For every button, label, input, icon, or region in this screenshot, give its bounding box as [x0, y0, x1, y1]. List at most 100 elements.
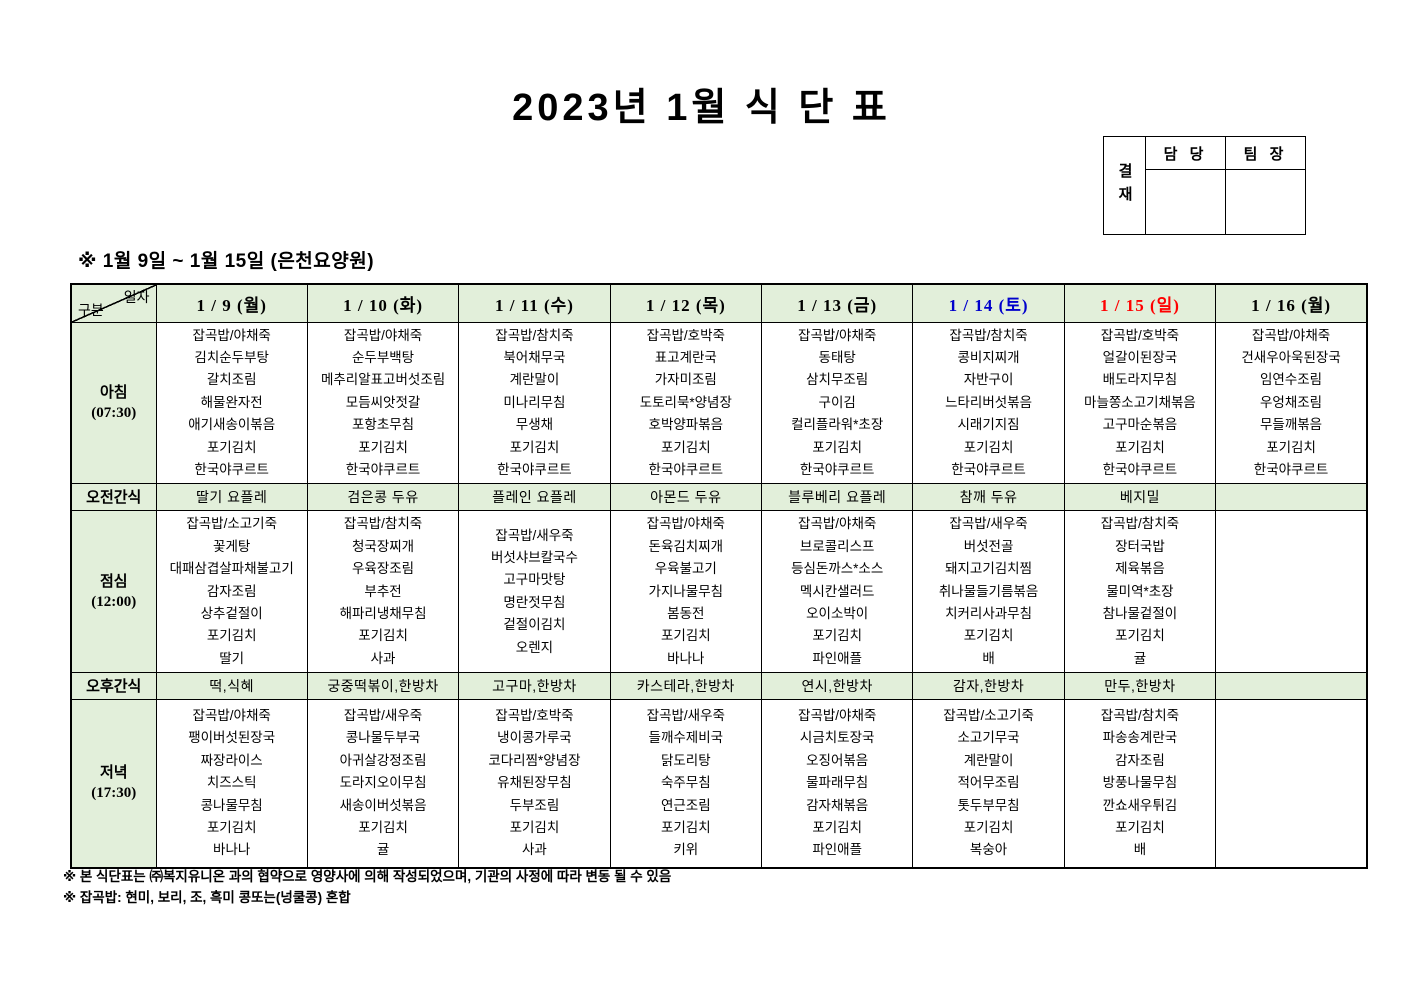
date-header: 1 / 15 (일): [1063, 283, 1217, 323]
meal-cell: 잡곡밥/야채죽 브로콜리스프 등심돈까스*소스 멕시칸샐러드 오이소박이 포기김치 파인애플: [760, 510, 914, 674]
menu-item: 시금치토장국: [799, 730, 875, 746]
table-row: 오후간식 떡,식혜 궁중떡볶이,한방차 고구마,한방차 카스테라,한방차 연시,한방차 감자…: [70, 672, 1368, 701]
menu-item: 오징어볶음: [806, 752, 869, 768]
menu-item: 잡곡밥/새우죽: [949, 516, 1028, 532]
meal-cell: 잡곡밥/참치죽 장터국밥 제육볶음 물미역*초장 참나물겉절이 포기김치 귤: [1063, 510, 1217, 674]
menu-item: 잡곡밥/새우죽: [646, 708, 725, 724]
menu-item: 가지나물무침: [648, 583, 724, 599]
page-title: 2023년 1월 식 단 표: [512, 87, 891, 129]
corner-cell: 일자 구분: [70, 283, 157, 323]
menu-item: 바나나: [667, 650, 705, 666]
menu-item: 한국야쿠르트: [497, 461, 572, 477]
menu-item: 콩나물무침: [200, 797, 263, 813]
menu-item: 냉이콩가루국: [497, 730, 572, 746]
approval-col-teamjang: 팀 장: [1225, 136, 1306, 170]
meal-cell: 잡곡밥/참치죽 청국장찌개 우육장조림 부추전 해파리냉채무침 포기김치 사과: [306, 510, 460, 674]
menu-item: 잡곡밥/호박죽: [495, 708, 574, 724]
menu-item: 포기김치: [812, 628, 863, 644]
menu-item: 짜장라이스: [200, 752, 263, 768]
menu-item: 시래기지짐: [957, 417, 1020, 433]
menu-item: 포기김치: [206, 820, 257, 836]
menu-item: 소고기무국: [957, 730, 1020, 746]
menu-item: 느타리버섯볶음: [945, 394, 1033, 410]
menu-item: 포기김치: [1266, 439, 1316, 455]
menu-item: 잡곡밥/참치죽: [495, 327, 574, 343]
menu-item: 브로콜리스프: [799, 538, 875, 554]
menu-item: 잡곡밥/야채죽: [343, 327, 423, 343]
row-label-time: (07:30): [91, 404, 137, 421]
row-label-text: 저녁: [99, 764, 128, 782]
menu-item: 톳두부무침: [957, 797, 1020, 813]
table-row: 오전간식 딸기 요플레 검은콩 두유 플레인 요플레 아몬드 두유 블루베리 요플레 참깨 …: [70, 483, 1368, 512]
menu-item: 메추리알표고버섯조림: [320, 372, 446, 388]
menu-item: 복숭아: [969, 842, 1008, 858]
menu-item: 감자조림: [1115, 752, 1165, 768]
row-label: 아침 (07:30): [70, 321, 157, 485]
menu-item: 건새우아욱된장국: [1241, 349, 1341, 365]
snack-cell: [1215, 483, 1368, 512]
menu-item: 김치순두부탕: [194, 349, 269, 365]
date-header: 1 / 13 (금): [760, 283, 914, 323]
menu-item: 표고계란국: [654, 349, 717, 365]
table-row: 아침 (07:30) 잡곡밥/야채죽 김치순두부탕 갈치조림 해물완자전 애기새송이볶음 포기…: [70, 321, 1368, 485]
menu-item: 버섯샤브칼국수: [490, 549, 578, 565]
menu-item: 잡곡밥/참치죽: [949, 327, 1028, 343]
snack-cell: 검은콩 두유: [306, 483, 460, 512]
menu-table: 일자 구분 1 / 9 (월) 1 / 10 (화) 1 / 11 (수) 1 / 12 …: [70, 283, 1368, 869]
menu-item: 한국야쿠르트: [648, 461, 724, 477]
menu-item: 포기김치: [358, 820, 408, 836]
table-row: 저녁 (17:30) 잡곡밥/야채죽 팽이버섯된장국 짜장라이스 치즈스틱 콩나물무침 포기김…: [70, 699, 1368, 869]
snack-cell: 만두,한방차: [1063, 672, 1217, 701]
header-row: 일자 구분 1 / 9 (월) 1 / 10 (화) 1 / 11 (수) 1 / 12 …: [70, 283, 1368, 323]
menu-item: 물파래무침: [806, 775, 869, 791]
menu-item: 포항초무침: [352, 417, 415, 433]
row-label: 오전간식: [70, 483, 157, 512]
menu-item: 포기김치: [509, 439, 560, 455]
meal-cell: 잡곡밥/새우죽 콩나물두부국 아귀살강정조림 도라지오이무침 새송이버섯볶음 포기김치 귤: [306, 699, 460, 869]
menu-item: 들깨수제비국: [648, 730, 724, 746]
menu-item: 파인애플: [812, 650, 863, 666]
meal-cell: 잡곡밥/참치죽 북어채무국 계란말이 미나리무침 무생채 포기김치 한국야쿠르트: [458, 321, 611, 485]
menu-item: 애기새송이볶음: [188, 417, 276, 433]
date-header: 1 / 12 (목): [609, 283, 763, 323]
menu-item: 포기김치: [963, 820, 1014, 836]
menu-item: 얼갈이된장국: [1102, 349, 1178, 365]
row-label-time: (12:00): [91, 593, 137, 610]
meal-cell: 잡곡밥/호박죽 얼갈이된장국 배도라지무침 마늘쫑소고기채볶음 고구마순볶음 포기김치 한국…: [1063, 321, 1217, 485]
snack-cell: 궁중떡볶이,한방차: [306, 672, 460, 701]
menu-item: 포기김치: [206, 439, 257, 455]
menu-item: 삼치무조림: [806, 372, 869, 388]
menu-item: 고구마맛탕: [503, 572, 566, 588]
meal-cell: 잡곡밥/새우죽 버섯샤브칼국수 고구마맛탕 명란젓무침 겉절이김치 오렌지: [458, 510, 611, 674]
meal-cell: 잡곡밥/야채죽 김치순두부탕 갈치조림 해물완자전 애기새송이볶음 포기김치 한국야쿠르트: [155, 321, 308, 485]
menu-item: 치커리사과무침: [945, 605, 1033, 621]
menu-item: 적어무조림: [957, 775, 1020, 791]
menu-item: 우육불고기: [654, 561, 717, 577]
menu-item: 새송이버섯볶음: [339, 797, 427, 813]
row-label: 저녁 (17:30): [70, 699, 157, 869]
meal-cell: 잡곡밥/참치죽 파송송계란국 감자조림 방풍나물무침 깐쇼새우튀김 포기김치 배: [1063, 699, 1217, 869]
date-header: 1 / 10 (화): [306, 283, 460, 323]
snack-cell: 플레인 요플레: [458, 483, 611, 512]
menu-item: 잡곡밥/야채죽: [798, 708, 877, 724]
row-label-text: 오후간식: [86, 677, 142, 695]
row-label: 오후간식: [70, 672, 157, 701]
menu-item: 연근조림: [660, 797, 711, 813]
meal-cell: [1215, 510, 1368, 674]
menu-item: 포기김치: [812, 820, 863, 836]
meal-cell: 잡곡밥/소고기죽 꽃게탕 대패삼겹살파채불고기 감자조림 상추겉절이 포기김치 딸기: [155, 510, 308, 674]
date-header: 1 / 9 (월): [155, 283, 308, 323]
menu-item: 물미역*초장: [1106, 583, 1174, 599]
menu-item: 등심돈까스*소스: [791, 561, 884, 577]
menu-item: 콩나물두부국: [345, 730, 421, 746]
menu-item: 귤: [1133, 650, 1147, 666]
menu-item: 포기김치: [1115, 439, 1165, 455]
meal-cell: 잡곡밥/야채죽 돈육김치찌개 우육불고기 가지나물무침 봄동전 포기김치 바나나: [609, 510, 763, 674]
menu-item: 갈치조림: [206, 372, 257, 388]
menu-item: 우육장조림: [352, 561, 415, 577]
menu-item: 한국야쿠르트: [799, 461, 875, 477]
menu-item: 자반구이: [963, 372, 1014, 388]
menu-item: 대패삼겹살파채불고기: [169, 561, 294, 577]
menu-item: 배: [982, 650, 995, 666]
menu-item: 마늘쫑소고기채볶음: [1084, 394, 1196, 410]
